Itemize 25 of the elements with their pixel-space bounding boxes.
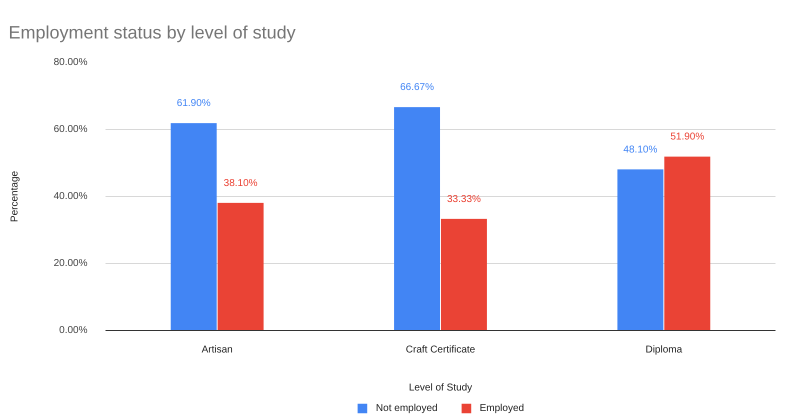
data-label: 48.10% bbox=[623, 144, 658, 156]
y-tick-label: 40.00% bbox=[54, 191, 88, 202]
y-axis-title: Percentage bbox=[10, 170, 21, 222]
bar bbox=[170, 123, 217, 330]
chart-title: Employment status by level of study bbox=[8, 22, 296, 42]
x-tick-label: Artisan bbox=[202, 344, 233, 356]
data-label: 66.67% bbox=[400, 82, 434, 94]
x-tick-label: Craft Certificate bbox=[406, 344, 476, 356]
bar bbox=[617, 169, 664, 330]
y-tick-label: 60.00% bbox=[54, 124, 88, 135]
bar bbox=[218, 202, 264, 330]
data-label: 51.90% bbox=[670, 132, 704, 143]
bar bbox=[394, 107, 440, 330]
bar bbox=[664, 156, 710, 330]
bar bbox=[440, 218, 487, 330]
data-label: 61.90% bbox=[176, 98, 211, 110]
data-label: 33.33% bbox=[446, 194, 482, 205]
x-tick-label: Diploma bbox=[645, 344, 683, 356]
y-tick-label: 80.00% bbox=[54, 57, 88, 68]
y-tick-label: 0.00% bbox=[59, 325, 88, 336]
x-axis-title: Level of Study bbox=[408, 382, 472, 394]
y-tick-label: 20.00% bbox=[54, 258, 88, 269]
data-label: 38.10% bbox=[224, 178, 258, 189]
legend-label: Not employed bbox=[376, 402, 438, 414]
legend-label: Employed bbox=[480, 402, 524, 414]
